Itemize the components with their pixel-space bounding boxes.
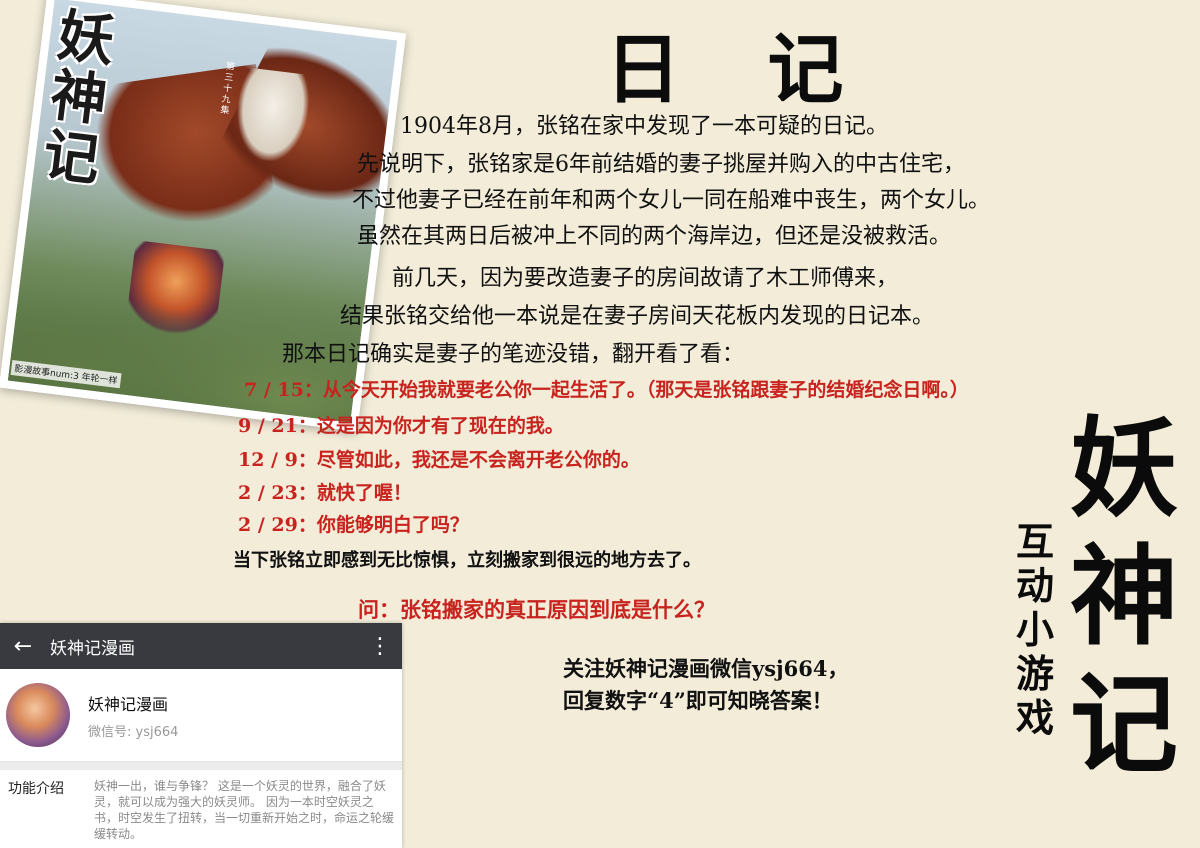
diary-entry-1: 7 / 15：从今天开始我就要老公你一起生活了。（那天是张铭跟妻子的结婚纪念日啊… [244,379,969,401]
wechat-profile-row[interactable]: 妖神记漫画 微信号: ysj664 [0,669,402,762]
story-line-2: 先说明下，张铭家是6年前结婚的妻子挑屋并购入的中古住宅， [357,152,965,177]
page-title: 日 记 [605,25,874,114]
story-line-1: 1904年8月，张铭在家中发现了一本可疑的日记。 [400,114,888,139]
bird-head [231,66,313,165]
story-line-4: 虽然在其两日后被冲上不同的两个海岸边，但还是没被救活。 [357,224,952,249]
wechat-profile-screenshot: ← 妖神记漫画 ⋮ 妖神记漫画 微信号: ysj664 功能介绍 妖神一出，谁与… [0,623,402,848]
diary-entry-2: 9 / 21：这是因为你才有了现在的我。 [238,415,564,437]
story-line-7: 那本日记确实是妻子的笔迹没错，翻开看了看： [282,342,745,367]
story-line-6: 结果张铭交给他一本说是在妻子房间天花板内发现的日记本。 [340,304,935,329]
story-line-3: 不过他妻子已经在前年和两个女儿一同在船难中丧生，两个女儿。 [352,188,991,213]
wechat-top-bar: ← 妖神记漫画 ⋮ [0,623,402,669]
brand-calligraphy: 妖神记 [1069,406,1178,788]
follow-line-1: 关注妖神记漫画微信ysj664， [563,656,849,681]
intro-section: 功能介绍 妖神一出，谁与争锋？ 这是一个妖灵的世界，融合了妖灵，就可以成为强大的… [0,770,402,842]
brand-subtitle: 互动小游戏 [1015,519,1054,740]
more-vertical-icon[interactable]: ⋮ [369,633,391,659]
story-ending: 当下张铭立即感到无比惊惧，立刻搬家到很远的地方去了。 [233,550,701,571]
profile-wechat-id: 微信号: ysj664 [88,724,179,740]
diary-entry-4: 2 / 23：就快了喔！ [238,482,412,504]
profile-name: 妖神记漫画 [88,694,169,714]
wechat-bar-title: 妖神记漫画 [50,638,135,659]
section-divider [0,762,402,770]
diary-entry-5: 2 / 29：你能够明白了吗？ [238,514,469,536]
back-arrow-icon[interactable]: ← [13,633,33,659]
riddle-question: 问：张铭搬家的真正原因到底是什么？ [358,597,715,622]
story-line-5: 前几天，因为要改造妻子的房间故请了木工师傅来， [392,266,899,291]
intro-text: 妖神一出，谁与争锋？ 这是一个妖灵的世界，融合了妖灵，就可以成为强大的妖灵师。 … [94,779,395,841]
follow-line-2: 回复数字“4”即可知晓答案！ [563,688,833,713]
diary-entry-3: 12 / 9：尽管如此，我还是不会离开老公你的。 [238,449,640,471]
intro-label: 功能介绍 [8,781,64,797]
avatar [6,683,70,747]
follow-instructions: 关注妖神记漫画微信ysj664， 回复数字“4”即可知晓答案！ [563,653,848,717]
